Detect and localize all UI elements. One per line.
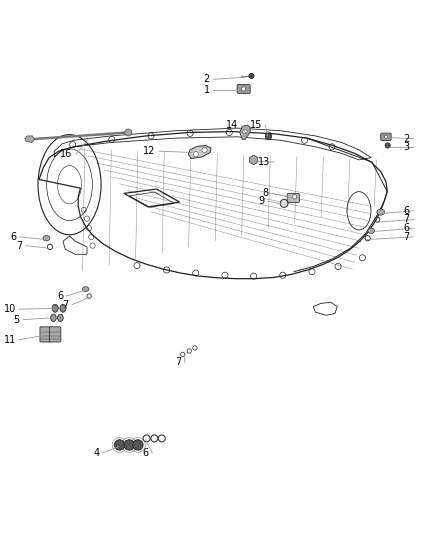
Text: 2: 2: [404, 134, 410, 143]
FancyBboxPatch shape: [237, 85, 250, 93]
Circle shape: [193, 151, 198, 157]
FancyBboxPatch shape: [381, 133, 391, 141]
Circle shape: [249, 73, 254, 78]
Ellipse shape: [51, 314, 56, 321]
Text: 14: 14: [226, 120, 238, 130]
FancyBboxPatch shape: [49, 327, 61, 342]
Circle shape: [265, 134, 272, 140]
Ellipse shape: [57, 314, 63, 321]
Text: 6: 6: [143, 448, 149, 458]
Circle shape: [133, 440, 143, 450]
Polygon shape: [188, 146, 211, 158]
Circle shape: [202, 147, 207, 152]
Text: 8: 8: [262, 188, 268, 198]
Circle shape: [243, 130, 247, 134]
Circle shape: [385, 143, 390, 148]
FancyBboxPatch shape: [40, 327, 51, 342]
Text: 7: 7: [404, 214, 410, 224]
Polygon shape: [240, 125, 250, 140]
Polygon shape: [250, 155, 258, 165]
Text: 2: 2: [203, 75, 210, 84]
Text: 12: 12: [143, 146, 155, 156]
Text: 7: 7: [404, 232, 410, 242]
Text: 4: 4: [93, 448, 99, 458]
Text: 7: 7: [16, 240, 22, 251]
Text: 6: 6: [57, 291, 63, 301]
Text: 13: 13: [258, 157, 271, 167]
Text: 11: 11: [4, 335, 16, 345]
FancyBboxPatch shape: [287, 193, 299, 203]
Text: 7: 7: [62, 300, 68, 310]
Ellipse shape: [52, 304, 58, 312]
Text: 6: 6: [404, 223, 410, 233]
Circle shape: [293, 195, 297, 199]
Ellipse shape: [82, 287, 89, 292]
Text: 9: 9: [258, 196, 264, 206]
Text: 7: 7: [175, 357, 181, 367]
Circle shape: [124, 440, 134, 450]
Text: 5: 5: [13, 314, 19, 325]
Circle shape: [241, 87, 246, 91]
Ellipse shape: [60, 304, 66, 312]
Text: 6: 6: [404, 206, 410, 216]
Circle shape: [385, 135, 388, 139]
Text: 3: 3: [404, 142, 410, 152]
Circle shape: [125, 129, 132, 136]
Ellipse shape: [377, 209, 385, 215]
Polygon shape: [25, 136, 35, 142]
Text: 6: 6: [10, 232, 16, 242]
Text: 10: 10: [4, 304, 16, 314]
Ellipse shape: [43, 236, 50, 241]
Text: 15: 15: [250, 120, 262, 130]
Ellipse shape: [367, 228, 374, 233]
Text: 16: 16: [60, 149, 73, 159]
Text: 1: 1: [204, 85, 210, 95]
Circle shape: [114, 440, 125, 450]
